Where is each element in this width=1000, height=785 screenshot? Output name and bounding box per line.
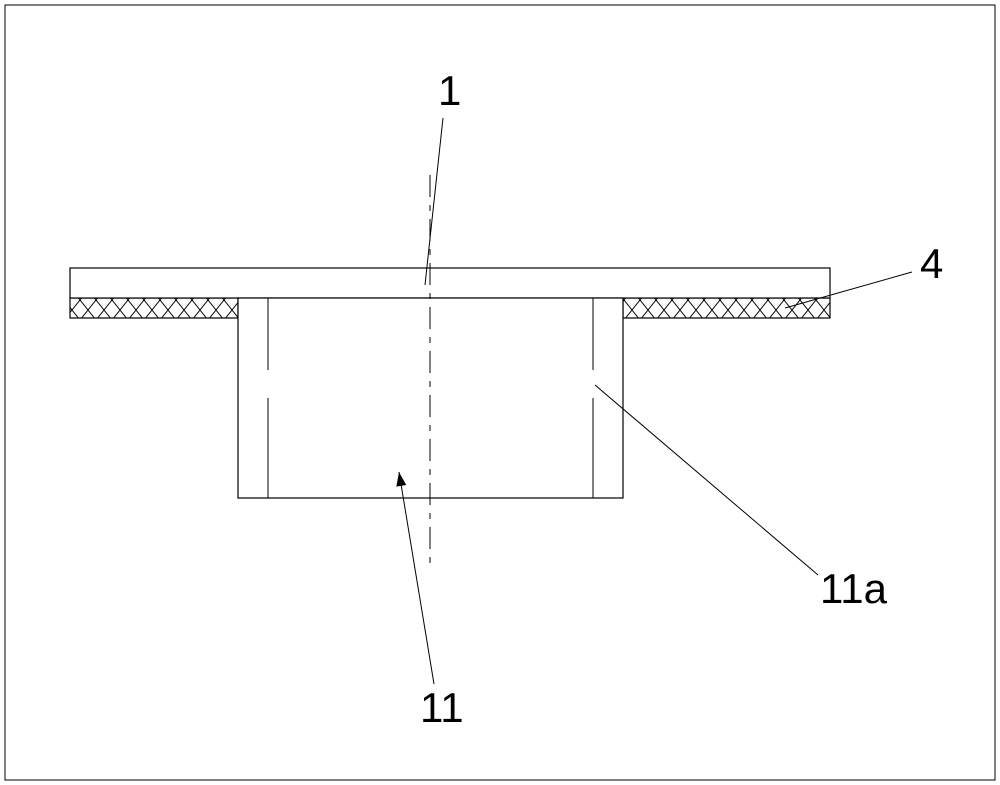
label-1: 1 [438, 67, 461, 114]
hatch-strip-right [623, 298, 830, 318]
leader-1 [425, 118, 443, 285]
leader-11a [595, 385, 818, 575]
label-11: 11 [420, 684, 464, 731]
hatch-strip-left [70, 298, 238, 318]
engineering-diagram: 1 4 11 11a [0, 0, 1000, 785]
top-flange [70, 268, 830, 298]
label-11a: 11a [820, 565, 888, 612]
label-4: 4 [920, 240, 943, 287]
leader-11 [399, 472, 434, 684]
